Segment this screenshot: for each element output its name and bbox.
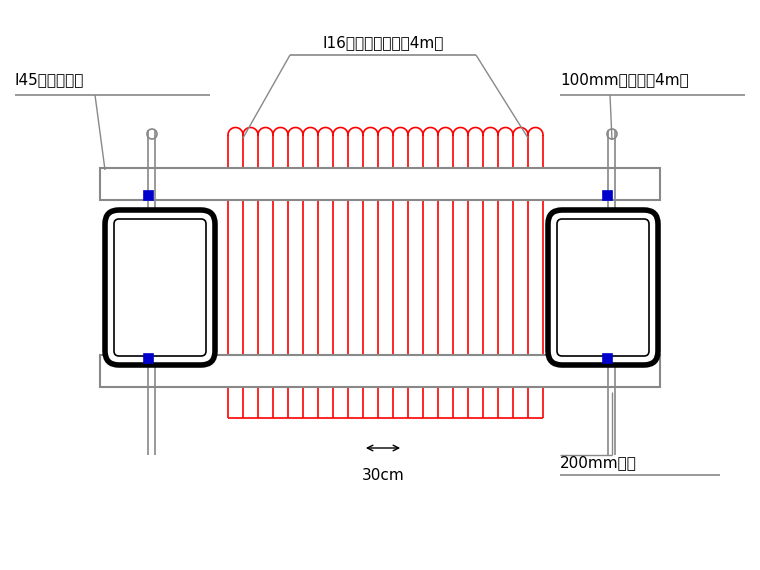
Bar <box>603 191 612 200</box>
FancyBboxPatch shape <box>114 219 206 356</box>
Text: 200mm沙筱: 200mm沙筱 <box>560 455 637 470</box>
FancyBboxPatch shape <box>105 210 215 365</box>
Bar <box>144 354 153 363</box>
Text: I16工字锂分配梁（4m）: I16工字锂分配梁（4m） <box>322 35 444 50</box>
Text: 100mm穿心棒（4m）: 100mm穿心棒（4m） <box>560 72 689 87</box>
Text: I45工字锂主梁: I45工字锂主梁 <box>15 72 84 87</box>
Bar <box>100 168 660 200</box>
Text: 30cm: 30cm <box>362 468 404 483</box>
Bar <box>144 191 153 200</box>
Bar <box>603 354 612 363</box>
Bar <box>100 355 660 387</box>
FancyBboxPatch shape <box>557 219 649 356</box>
FancyBboxPatch shape <box>548 210 658 365</box>
